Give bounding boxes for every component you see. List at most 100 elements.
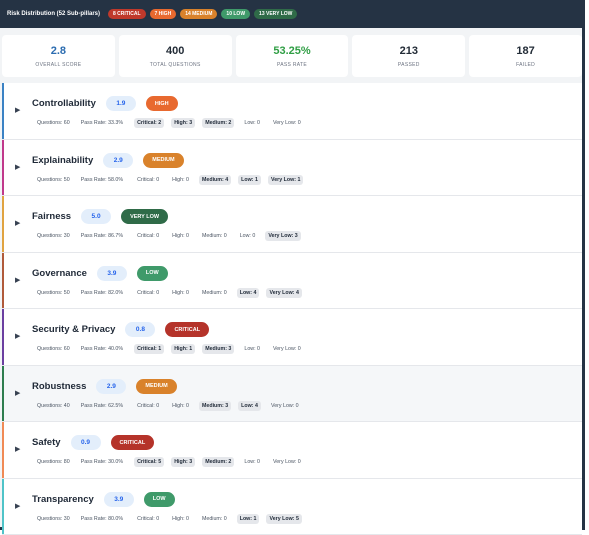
- questions-count: Questions: 80: [37, 459, 70, 465]
- low-chip: Low: 0: [237, 231, 259, 241]
- questions-count: Questions: 60: [37, 346, 70, 352]
- risk-level-badge: LOW: [137, 266, 168, 281]
- stat-value: 400: [166, 45, 184, 58]
- risk-distribution-bar: Risk Distribution (52 Sub-pillars) 8 CRI…: [0, 0, 582, 28]
- pillar-score-badge: 3.9: [104, 492, 134, 507]
- pillar-name: Explainability: [32, 155, 93, 166]
- medium-chip: Medium: 2: [202, 457, 234, 467]
- expand-caret-icon[interactable]: ▶: [15, 445, 20, 453]
- questions-count: Questions: 60: [37, 120, 70, 126]
- stat-card-pass-rate: 53.25% Pass Rate: [236, 35, 349, 77]
- high-chip: High: 0: [169, 401, 192, 411]
- expand-caret-icon[interactable]: ▶: [15, 276, 20, 284]
- critical-chip: Critical: 0: [134, 514, 162, 524]
- pillar-accent-bar: [2, 366, 4, 422]
- pillar-name: Transparency: [32, 494, 94, 505]
- questions-count: Questions: 30: [37, 516, 70, 522]
- very-low-chip: Very Low: 1: [268, 175, 303, 185]
- pillar-accent-bar: [2, 196, 4, 252]
- very-low-count-badge: 13 VERY LOW: [254, 9, 297, 19]
- high-chip: High: 0: [169, 288, 192, 298]
- expand-caret-icon[interactable]: ▶: [15, 502, 20, 510]
- low-chip: Low: 4: [237, 288, 260, 298]
- pass-rate: Pass Rate: 62.5%: [81, 403, 123, 409]
- stat-value: 187: [516, 45, 534, 58]
- risk-level-badge: MEDIUM: [136, 379, 176, 394]
- pass-rate: Pass Rate: 80.0%: [81, 516, 123, 522]
- critical-count-badge: 8 CRITICAL: [108, 9, 146, 19]
- low-chip: Low: 0: [241, 457, 263, 467]
- low-chip: Low: 1: [238, 175, 261, 185]
- questions-count: Questions: 30: [37, 233, 70, 239]
- pillar-row-governance[interactable]: ▶ Governance 3.9 LOW Questions: 50 Pass …: [2, 253, 582, 310]
- pillar-list: ▶ Controllability 1.9 HIGH Questions: 60…: [2, 83, 582, 535]
- critical-chip: Critical: 0: [134, 401, 162, 411]
- pillar-accent-bar: [2, 253, 4, 309]
- medium-chip: Medium: 3: [202, 344, 234, 354]
- risk-level-badge: HIGH: [146, 96, 178, 111]
- stat-card-passed: 213 Passed: [352, 35, 465, 77]
- pillar-row-security-privacy[interactable]: ▶ Security & Privacy 0.8 CRITICAL Questi…: [2, 309, 582, 366]
- pillar-accent-bar: [2, 83, 4, 139]
- pillar-row-controllability[interactable]: ▶ Controllability 1.9 HIGH Questions: 60…: [2, 83, 582, 140]
- expand-caret-icon[interactable]: ▶: [15, 106, 20, 114]
- stat-value: 2.8: [51, 45, 66, 58]
- medium-chip: Medium: 4: [199, 175, 231, 185]
- pillar-accent-bar: [2, 479, 4, 535]
- pillar-accent-bar: [2, 140, 4, 196]
- risk-level-badge: LOW: [144, 492, 175, 507]
- stat-label: Failed: [516, 62, 535, 68]
- pillar-row-fairness[interactable]: ▶ Fairness 5.0 VERY LOW Questions: 30 Pa…: [2, 196, 582, 253]
- very-low-chip: Very Low: 3: [265, 231, 300, 241]
- medium-chip: Medium: 3: [199, 401, 231, 411]
- expand-caret-icon[interactable]: ▶: [15, 332, 20, 340]
- risk-distribution-title: Risk Distribution (52 Sub-pillars): [7, 11, 100, 17]
- high-chip: High: 0: [169, 175, 192, 185]
- medium-chip: Medium: 0: [199, 514, 230, 524]
- stat-value: 213: [400, 45, 418, 58]
- pass-rate: Pass Rate: 30.0%: [81, 459, 123, 465]
- risk-level-badge: CRITICAL: [111, 435, 155, 450]
- pillar-row-safety[interactable]: ▶ Safety 0.9 CRITICAL Questions: 80 Pass…: [2, 422, 582, 479]
- critical-chip: Critical: 0: [134, 288, 162, 298]
- pillar-row-robustness[interactable]: ▶ Robustness 2.9 MEDIUM Questions: 40 Pa…: [2, 366, 582, 423]
- risk-level-badge: VERY LOW: [121, 209, 168, 224]
- pillar-name: Robustness: [32, 381, 86, 392]
- expand-caret-icon[interactable]: ▶: [15, 163, 20, 171]
- low-chip: Low: 0: [241, 118, 263, 128]
- critical-chip: Critical: 5: [134, 457, 164, 467]
- very-low-chip: Very Low: 0: [270, 457, 304, 467]
- pillar-row-explainability[interactable]: ▶ Explainability 2.9 MEDIUM Questions: 5…: [2, 140, 582, 197]
- pass-rate: Pass Rate: 33.3%: [81, 120, 123, 126]
- stat-card-overall-score: 2.8 Overall Score: [2, 35, 115, 77]
- pillar-name: Fairness: [32, 211, 71, 222]
- pillar-score-badge: 1.9: [106, 96, 136, 111]
- very-low-chip: Very Low: 0: [270, 118, 304, 128]
- pillar-accent-bar: [2, 309, 4, 365]
- pillar-row-transparency[interactable]: ▶ Transparency 3.9 LOW Questions: 30 Pas…: [2, 479, 582, 535]
- pass-rate: Pass Rate: 40.0%: [81, 346, 123, 352]
- stat-label: Pass Rate: [277, 62, 307, 68]
- very-low-chip: Very Low: 0: [270, 344, 304, 354]
- high-chip: High: 0: [169, 514, 192, 524]
- expand-caret-icon[interactable]: ▶: [15, 219, 20, 227]
- pillar-score-badge: 2.9: [103, 153, 133, 168]
- summary-stats: 2.8 Overall Score 400 Total Questions 53…: [2, 35, 582, 77]
- stat-card-failed: 187 Failed: [469, 35, 582, 77]
- pillar-name: Controllability: [32, 98, 96, 109]
- high-chip: High: 3: [171, 457, 195, 467]
- low-chip: Low: 4: [238, 401, 261, 411]
- pillar-score-badge: 5.0: [81, 209, 111, 224]
- questions-count: Questions: 50: [37, 177, 70, 183]
- pillar-name: Governance: [32, 268, 87, 279]
- low-count-badge: 10 LOW: [221, 9, 250, 19]
- medium-chip: Medium: 0: [199, 288, 230, 298]
- stat-label: Overall Score: [35, 62, 81, 68]
- medium-chip: Medium: 2: [202, 118, 234, 128]
- pillar-accent-bar: [2, 422, 4, 478]
- low-chip: Low: 1: [237, 514, 260, 524]
- pillar-name: Security & Privacy: [32, 324, 115, 335]
- expand-caret-icon[interactable]: ▶: [15, 389, 20, 397]
- stat-label: Passed: [398, 62, 420, 68]
